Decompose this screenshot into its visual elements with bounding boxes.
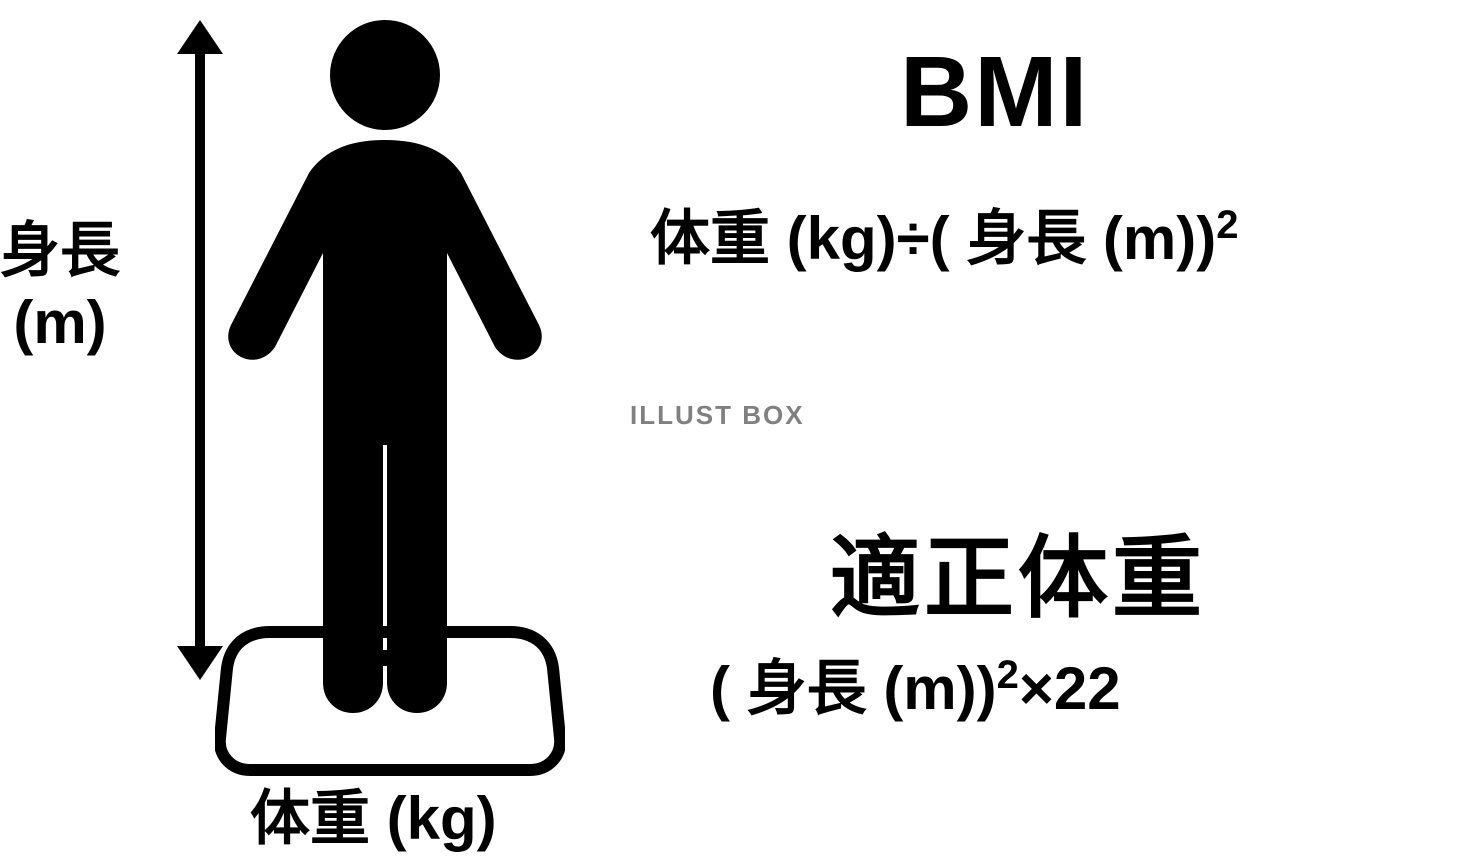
bmi-formula-text: 体重 (kg)÷( 身長 (m)) [650,205,1216,272]
height-label-line2: (m) [0,287,120,359]
bmi-formula: 体重 (kg)÷( 身長 (m))2 [650,190,1238,277]
ideal-formula-exp: 2 [997,653,1019,697]
ideal-weight-formula: ( 身長 (m))2×22 [710,640,1121,727]
watermark: ILLUST BOX [630,400,805,431]
bmi-infographic: 身長 (m) 体重 (kg) BMI 体重 (kg)÷( 身長 (m))2 IL… [0,0,1480,845]
ideal-weight-title: 適正体重 [830,505,1206,635]
ideal-formula-part1: ( 身長 (m)) [710,655,997,722]
scale-icon [215,620,565,780]
height-label: 身長 (m) [0,215,120,359]
bmi-title: BMI [900,35,1089,150]
weight-label: 体重 (kg) [250,770,497,857]
person-icon [215,15,555,715]
ideal-formula-part2: ×22 [1019,655,1121,722]
bmi-formula-exp: 2 [1216,203,1238,247]
height-label-line1: 身長 [0,215,120,287]
